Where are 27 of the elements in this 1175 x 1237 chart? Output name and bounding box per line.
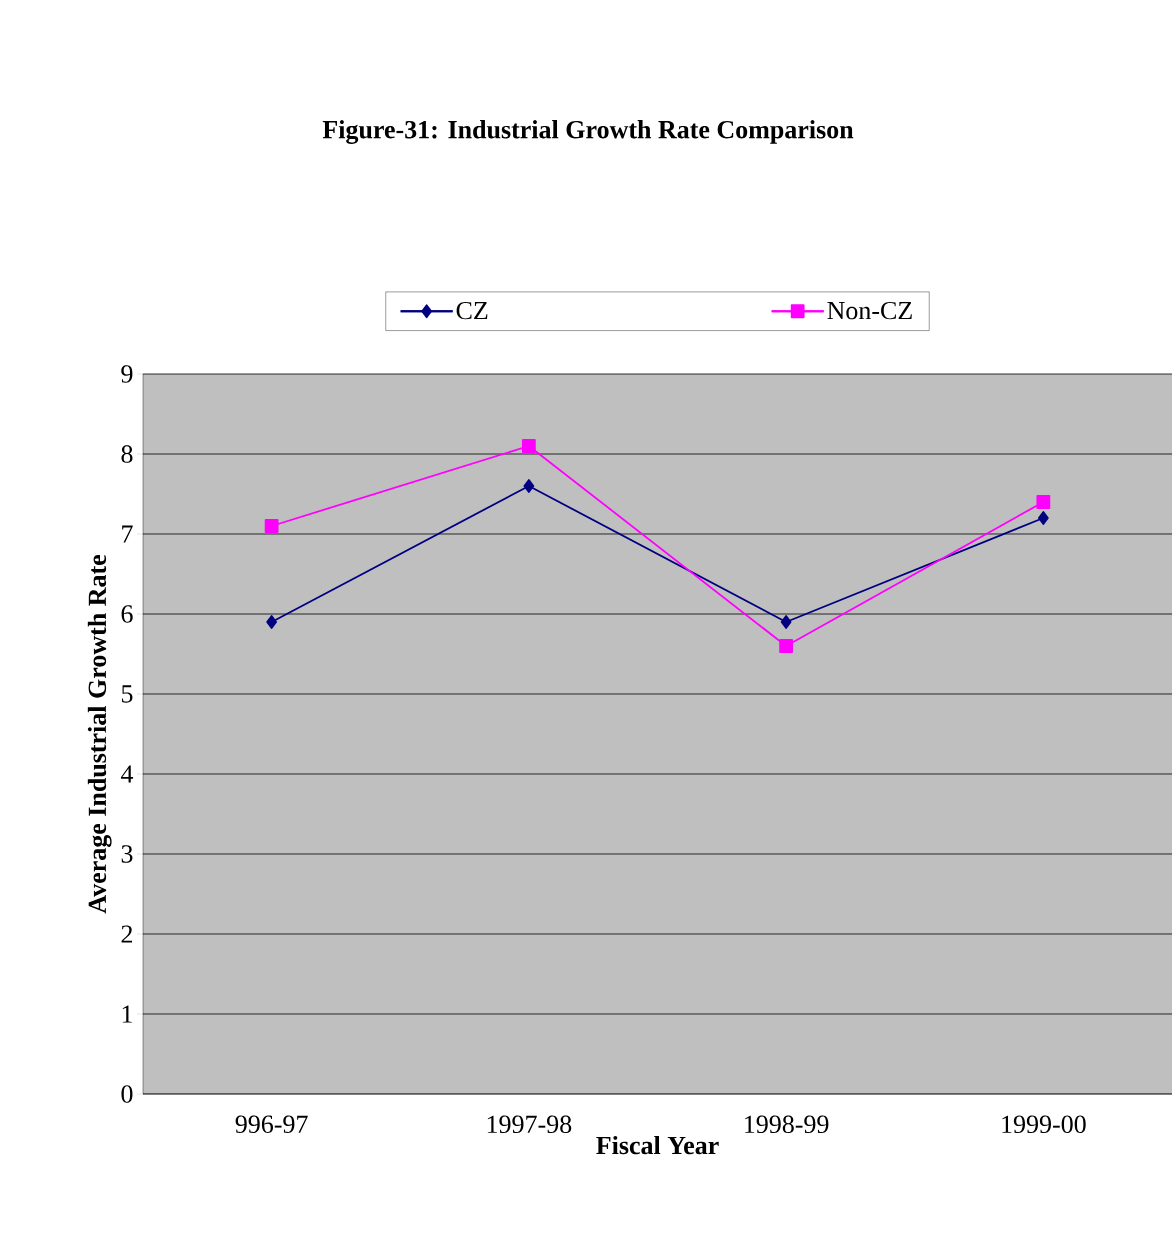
x-axis-title: Fiscal Year	[596, 1135, 719, 1155]
x-tick-label: 996-97	[235, 1115, 308, 1133]
x-tick-label: 1998-99	[745, 1115, 829, 1134]
x-tick-label: 1999-00	[1002, 1115, 1086, 1134]
y-tick-label: 7	[122, 525, 133, 543]
point	[266, 615, 278, 629]
point	[521, 439, 536, 453]
y-tick-label: 5	[121, 685, 133, 703]
x-tick-label: 1997-98	[487, 1115, 572, 1134]
point	[1037, 511, 1049, 525]
point	[523, 479, 535, 493]
point	[264, 519, 279, 533]
y-axis-title: Average Industrial Growth Rate	[87, 555, 112, 914]
y-tick-label: 3	[121, 845, 133, 863]
y-tick-label: 6	[121, 605, 133, 623]
chart-title: Figure-31: Industrial Growth Rate Comparison	[322, 120, 854, 144]
y-tick-label: 0	[121, 1085, 133, 1103]
y-tick-label: 9	[121, 365, 133, 383]
y-tick-label: 4	[120, 765, 134, 783]
legend-label: CZ	[456, 301, 488, 320]
y-tick-label: 8	[121, 445, 133, 463]
point	[1036, 495, 1051, 509]
y-tick-label: 1	[122, 1005, 132, 1023]
point	[780, 615, 792, 629]
point	[779, 639, 794, 653]
y-tick-label: 2	[121, 925, 133, 943]
legend-label: Non-CZ	[827, 301, 912, 320]
